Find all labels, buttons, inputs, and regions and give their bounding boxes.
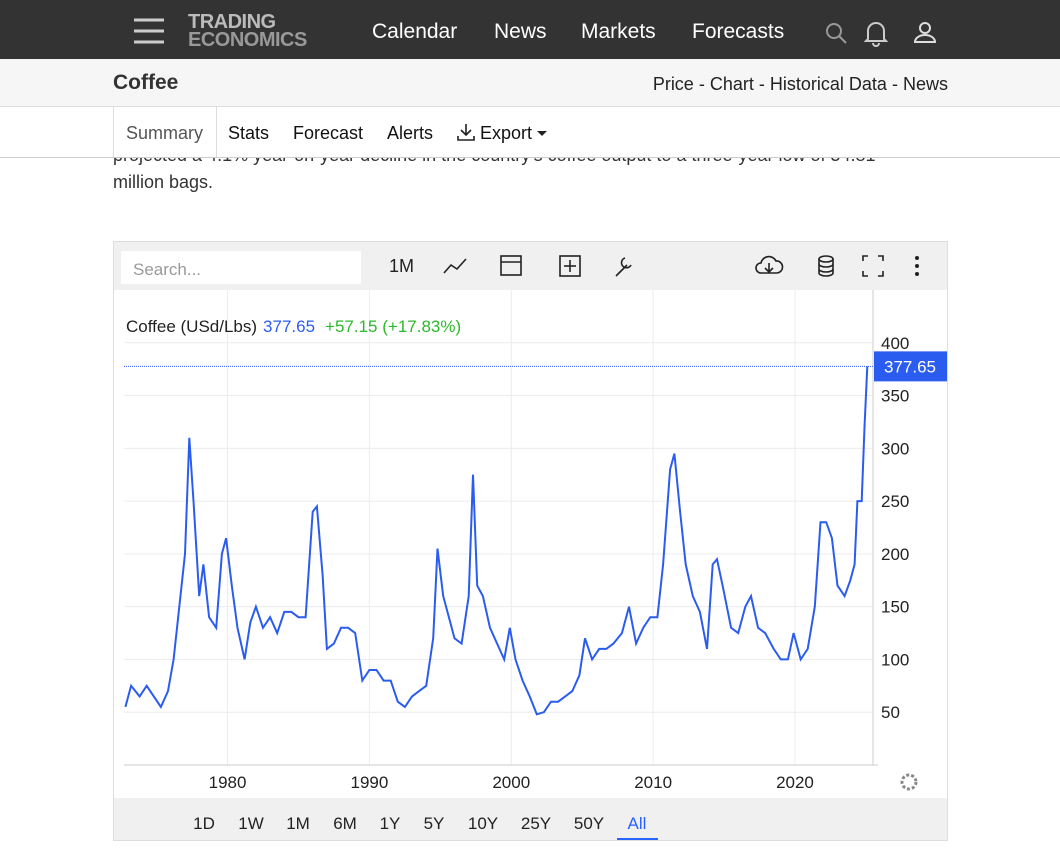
y-tick-label: 350 [881, 387, 909, 406]
y-tick-label: 100 [881, 650, 909, 669]
separator: - [891, 74, 898, 94]
nav-item[interactable]: Markets [581, 20, 656, 43]
active-tab[interactable] [113, 107, 217, 157]
tab[interactable]: Forecast [293, 123, 364, 143]
nav-item[interactable]: Forecasts [692, 20, 785, 43]
tab[interactable]: Summary [126, 123, 204, 143]
separator: - [698, 74, 705, 94]
top-bar: TRADING ECONOMICS Calendar News Markets … [0, 0, 1060, 59]
range-button[interactable]: 10Y [468, 814, 498, 833]
range-bar [114, 798, 947, 840]
y-tick-label: 150 [881, 598, 909, 617]
range-button[interactable]: 1M [286, 814, 310, 833]
logo-bottom: ECONOMICS [188, 29, 307, 51]
tab[interactable]: Export [480, 123, 533, 143]
x-tick-label: 2020 [776, 773, 814, 792]
logo[interactable]: TRADING ECONOMICS [188, 11, 307, 51]
article-line: million bags. [113, 172, 214, 192]
x-tick-label: 2000 [492, 773, 530, 792]
nav-item[interactable]: Calendar [372, 20, 458, 43]
range-button[interactable]: All [628, 814, 647, 833]
y-tick-label: 250 [881, 492, 909, 511]
toolbar-icons[interactable] [500, 255, 884, 277]
x-tick-label: 1980 [209, 773, 247, 792]
user-icon[interactable] [913, 21, 937, 45]
tab[interactable]: Alerts [387, 123, 434, 143]
caret [537, 131, 547, 136]
sub-header: Coffee Price - Chart - Historical Data -… [0, 59, 1060, 107]
search-box[interactable] [121, 251, 361, 284]
legend-value: 377.65 [263, 317, 315, 336]
menu-icon[interactable] [134, 18, 164, 46]
last-price-label: 377.65 [884, 357, 936, 376]
legend-change: +57.15 (+17.83%) [325, 317, 461, 336]
interval-button[interactable]: 1M [389, 256, 414, 276]
tab[interactable]: Stats [228, 123, 270, 143]
link[interactable]: News [902, 74, 948, 94]
last-price-badge [874, 351, 947, 382]
line-icon[interactable] [443, 258, 467, 274]
range-button[interactable]: 50Y [574, 814, 604, 833]
range-button[interactable]: 25Y [521, 814, 551, 833]
range-underline [617, 838, 658, 840]
y-tick-label: 300 [881, 439, 909, 458]
range-button[interactable]: 5Y [424, 814, 445, 833]
chart-frame [113, 241, 948, 841]
legend-name: Coffee (USd/Lbs) [126, 317, 257, 336]
range-button[interactable]: 1W [238, 814, 264, 833]
link[interactable]: Historical Data [769, 74, 887, 94]
link[interactable]: Price [652, 74, 694, 94]
price-line [124, 366, 869, 716]
x-tick-label: 1990 [350, 773, 388, 792]
page-title: Coffee [113, 71, 179, 94]
range-button[interactable]: 1Y [380, 814, 401, 833]
range-button[interactable]: 1D [193, 814, 215, 833]
separator: - [758, 74, 765, 94]
range-button[interactable]: 6M [333, 814, 357, 833]
tab-bar: Summary Stats Forecast Alerts Export [0, 107, 1060, 158]
bell-icon[interactable] [864, 21, 888, 47]
more-icon[interactable] [915, 256, 919, 276]
chart-widget: Search... 1M 1980 1990 2000 2010 2020 50 100 15… [113, 241, 948, 841]
x-tick-label: 2010 [634, 773, 672, 792]
search-icon[interactable] [825, 22, 849, 46]
download-icon [457, 124, 475, 141]
sub-links: Price - Chart - Historical Data - News [653, 74, 948, 95]
search-placeholder: Search... [133, 260, 201, 279]
link[interactable]: Chart [709, 74, 754, 94]
settings-icon[interactable] [900, 773, 918, 791]
y-tick-label: 50 [881, 703, 900, 722]
nav-item[interactable]: News [494, 20, 547, 43]
y-tick-label: 200 [881, 545, 909, 564]
y-tick-label: 400 [881, 334, 909, 353]
logo-top: TRADING [188, 11, 276, 33]
